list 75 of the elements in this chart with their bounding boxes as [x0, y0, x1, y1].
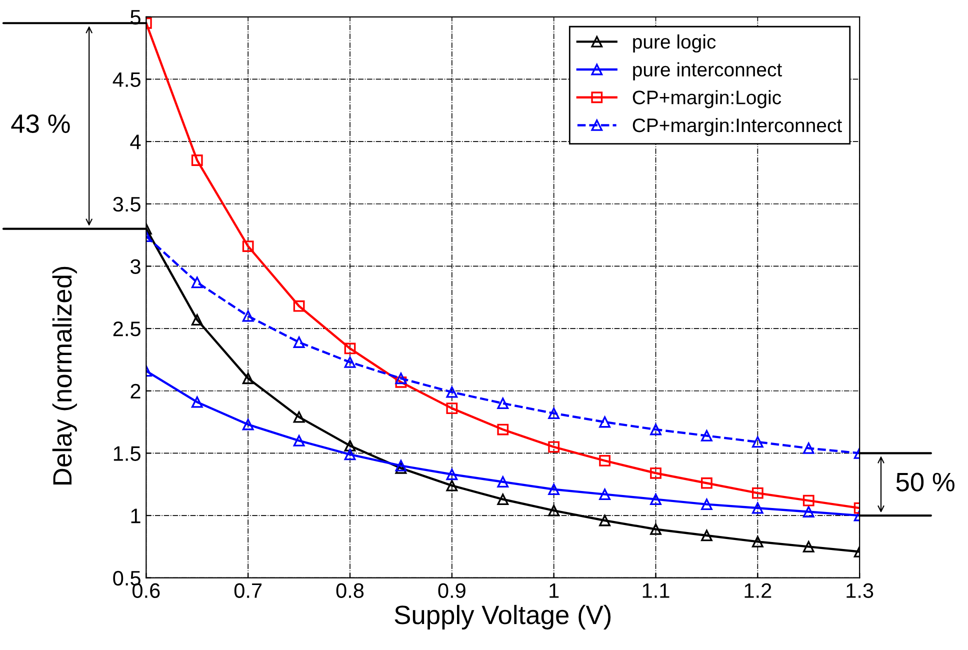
point	[548, 504, 560, 516]
point	[395, 376, 407, 388]
point	[395, 462, 407, 474]
point	[446, 468, 458, 480]
point	[752, 502, 764, 514]
point	[242, 372, 254, 384]
point	[344, 440, 356, 452]
point	[242, 418, 254, 430]
point	[802, 442, 814, 454]
point	[446, 386, 458, 398]
point	[548, 441, 560, 453]
point	[599, 514, 610, 526]
point	[191, 154, 203, 166]
x-axis-title: Supply Voltage (V)	[394, 604, 611, 630]
text: 43 %	[11, 114, 70, 134]
point	[548, 408, 560, 419]
point	[242, 310, 254, 322]
y-tick-label: 1.5	[114, 446, 140, 461]
point	[650, 494, 662, 506]
point	[802, 506, 814, 518]
x-tick-label: 0.8	[336, 583, 364, 598]
point	[446, 402, 458, 414]
legend-label: CP+margin:Logic	[632, 90, 782, 108]
y-axis-title: Delay (normalized)	[52, 266, 77, 484]
point	[293, 336, 305, 348]
point	[395, 460, 407, 472]
point	[191, 396, 203, 408]
point	[599, 416, 610, 428]
point	[497, 494, 509, 506]
point	[344, 448, 356, 460]
point	[344, 356, 356, 368]
point	[752, 487, 764, 499]
x-tick-label: 0.7	[234, 583, 262, 598]
x-tick-label: 1.1	[642, 583, 670, 598]
point	[497, 424, 509, 436]
point	[599, 488, 610, 500]
point	[752, 536, 764, 548]
point	[802, 494, 814, 506]
x-tick-label: 0.9	[438, 583, 466, 598]
point	[701, 430, 712, 442]
y-tick-label: 1	[131, 508, 140, 524]
point	[293, 300, 305, 312]
point	[344, 342, 356, 354]
point	[701, 498, 712, 510]
legend-label: pure interconnect	[633, 62, 782, 80]
point	[752, 436, 764, 448]
point	[650, 424, 662, 436]
y-tick-label: 3	[130, 259, 140, 274]
x-tick-label: 1.2	[744, 583, 772, 598]
point	[650, 524, 662, 535]
point	[650, 467, 662, 479]
point	[701, 477, 712, 489]
annotation: 50 %	[896, 472, 954, 492]
point	[242, 240, 254, 252]
point	[548, 484, 560, 496]
point	[599, 454, 610, 466]
point	[497, 398, 509, 410]
y-tick-label: 4.5	[112, 72, 140, 87]
x-tick-label: 1.3	[846, 583, 874, 598]
point	[191, 314, 203, 326]
y-tick-label: 3.5	[113, 196, 140, 212]
point	[191, 276, 203, 288]
point	[293, 435, 305, 446]
point	[446, 480, 458, 492]
y-tick-label: 2	[130, 384, 140, 398]
legend-label: CP+margin:Interconnect	[632, 118, 842, 136]
x-tick-label: 1	[550, 583, 559, 598]
y-tick-label: 4	[130, 134, 141, 150]
point	[802, 540, 814, 552]
y-tick-label: 2.5	[113, 322, 140, 336]
point	[293, 411, 305, 423]
point	[395, 372, 407, 384]
legend-label: pure logic	[633, 34, 716, 53]
point	[701, 530, 712, 542]
point	[497, 476, 509, 488]
